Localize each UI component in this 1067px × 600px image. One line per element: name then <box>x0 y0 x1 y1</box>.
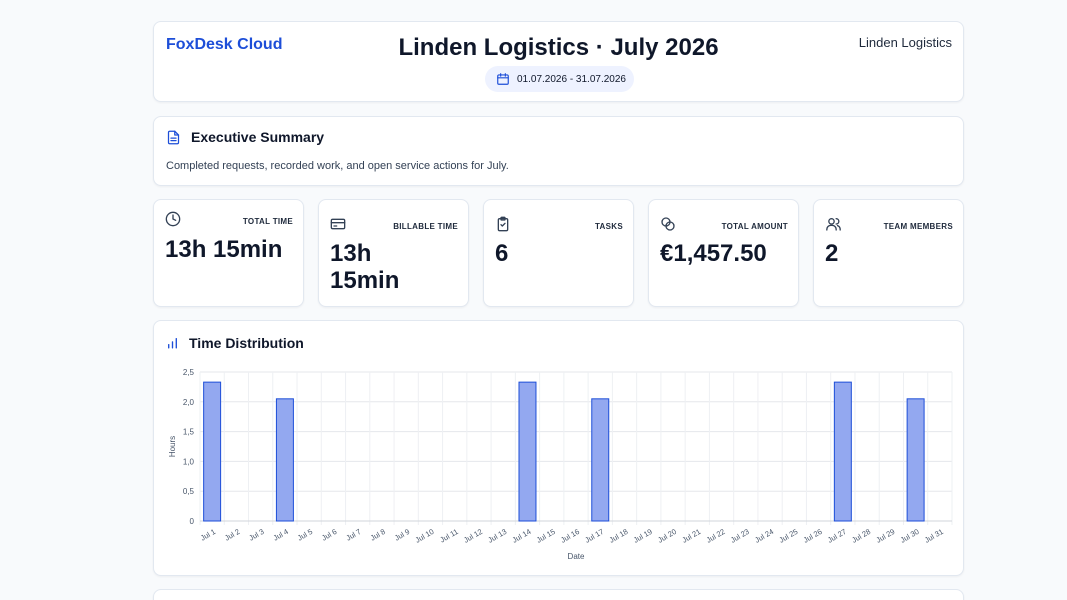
bar <box>518 381 537 522</box>
x-tick-label: Jul 25 <box>777 527 799 545</box>
x-tick-label: Jul 29 <box>875 527 897 545</box>
x-tick-label: Jul 6 <box>320 527 338 543</box>
date-range-text: 01.07.2026 - 31.07.2026 <box>517 73 626 85</box>
client-name: Linden Logistics <box>858 35 952 50</box>
x-tick-label: Jul 24 <box>753 527 775 545</box>
x-tick-label: Jul 19 <box>632 527 654 545</box>
x-tick-label: Jul 23 <box>729 527 751 545</box>
time-distribution-card: 0 0,5 1,0 1,5 2,0 2,5 Jul 1 Jul 2 Jul 3 Jul 4 Jul … <box>153 320 964 576</box>
x-tick-label: Jul 9 <box>393 527 411 543</box>
y-tick-label: 0 <box>190 517 195 526</box>
bar <box>906 398 925 522</box>
stat-value: 13h 15min <box>330 240 400 294</box>
y-tick-label: 2,5 <box>183 368 195 377</box>
bar <box>275 398 294 522</box>
summary-heading: Executive Summary <box>166 129 324 145</box>
x-tick-label: Jul 15 <box>535 527 557 545</box>
chart-heading: Time Distribution <box>166 335 304 351</box>
clock-icon <box>165 211 181 227</box>
x-tick-label: Jul 27 <box>826 527 848 545</box>
stat-label: TOTAL TIME <box>242 217 293 226</box>
x-tick-label: Jul 4 <box>272 527 290 543</box>
report-header: FoxDesk Cloud Linden Logistics · July 20… <box>153 21 964 102</box>
chart-title: Time Distribution <box>189 335 304 351</box>
executive-summary-card: Executive Summary Completed requests, re… <box>153 116 964 186</box>
summary-title: Executive Summary <box>191 129 325 145</box>
x-tick-label: Jul 16 <box>559 527 581 545</box>
x-tick-label: Jul 17 <box>583 527 605 545</box>
date-range-badge[interactable]: 01.07.2026 - 31.07.2026 <box>485 66 634 92</box>
x-tick-label: Jul 2 <box>223 527 241 543</box>
bar <box>203 381 222 522</box>
x-tick-label: Jul 22 <box>705 527 727 545</box>
y-tick-label: 1,0 <box>183 457 195 466</box>
bar <box>591 398 610 522</box>
clipboard-check-icon <box>497 216 509 232</box>
time-distribution-chart: 0 0,5 1,0 1,5 2,0 2,5 Jul 1 Jul 2 Jul 3 Jul 4 Jul … <box>168 368 953 561</box>
stat-label: TEAM MEMBERS <box>883 222 953 231</box>
stat-card-team-members: TEAM MEMBERS 2 <box>813 199 964 307</box>
x-axis-title: Date <box>568 552 585 561</box>
stat-card-tasks: TASKS 6 <box>483 199 634 307</box>
coins-icon <box>661 217 675 231</box>
x-tick-label: Jul 8 <box>369 527 387 543</box>
y-axis-title: Hours <box>168 436 177 457</box>
x-tick-label: Jul 20 <box>656 527 678 545</box>
x-tick-label: Jul 1 <box>199 527 217 543</box>
brand-name[interactable]: FoxDesk Cloud <box>166 36 283 53</box>
stat-label: BILLABLE TIME <box>393 222 458 231</box>
x-tick-label: Jul 26 <box>802 527 824 545</box>
stat-label: TOTAL AMOUNT <box>721 222 788 231</box>
page-title: Linden Logistics · July 2026 <box>398 34 719 61</box>
x-tick-label: Jul 11 <box>438 527 459 545</box>
calendar-icon <box>497 73 509 85</box>
document-icon <box>167 130 180 144</box>
x-tick-label: Jul 12 <box>462 527 484 545</box>
x-tick-label: Jul 18 <box>608 527 630 545</box>
x-tick-label: Jul 13 <box>486 527 508 545</box>
bar <box>833 381 852 522</box>
stat-value: 2 <box>825 240 839 267</box>
bar-chart-icon <box>168 337 177 349</box>
stat-card-total-time: TOTAL TIME 13h 15min <box>153 199 304 307</box>
x-tick-label: Jul 28 <box>850 527 872 545</box>
stat-value: 13h 15min <box>165 236 283 263</box>
x-tick-label: Jul 5 <box>296 527 314 543</box>
x-tick-label: Jul 14 <box>511 527 533 545</box>
x-tick-label: Jul 7 <box>344 527 362 543</box>
y-tick-label: 2,0 <box>183 398 195 407</box>
stat-value: €1,457.50 <box>660 240 767 267</box>
stat-card-total-amount: TOTAL AMOUNT €1,457.50 <box>648 199 799 307</box>
credit-card-icon <box>330 218 346 230</box>
x-tick-label: Jul 3 <box>247 527 265 543</box>
x-tick-label: Jul 10 <box>414 527 436 545</box>
x-tick-label: Jul 31 <box>923 527 945 545</box>
y-tick-label: 1,5 <box>183 428 195 437</box>
summary-text: Completed requests, recorded work, and o… <box>166 160 509 172</box>
x-tick-label: Jul 30 <box>899 527 921 545</box>
next-section-card <box>153 589 964 600</box>
users-icon <box>826 218 841 231</box>
x-tick-label: Jul 21 <box>680 527 702 545</box>
y-tick-label: 0,5 <box>183 487 195 496</box>
stat-label: TASKS <box>594 222 623 231</box>
stat-value: 6 <box>495 240 509 267</box>
stat-card-billable-time: BILLABLE TIME 13h 15min <box>318 199 469 307</box>
